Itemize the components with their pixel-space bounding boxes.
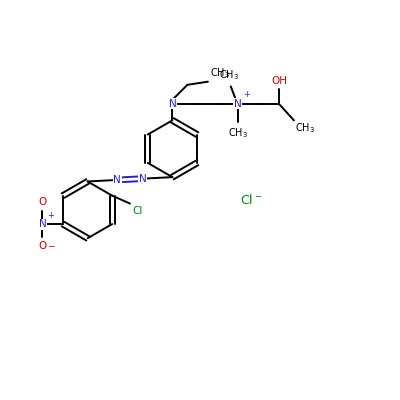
Text: O: O	[38, 198, 47, 208]
Text: N: N	[234, 99, 242, 109]
Text: CH$_3$: CH$_3$	[219, 68, 239, 82]
Text: O: O	[38, 242, 47, 252]
Text: Cl: Cl	[132, 206, 142, 216]
Text: N: N	[113, 175, 121, 185]
Text: N: N	[168, 99, 176, 109]
Text: CH$_3$: CH$_3$	[228, 127, 248, 140]
Text: CH$_3$: CH$_3$	[295, 122, 315, 135]
Text: −: −	[47, 242, 55, 250]
Text: N: N	[139, 174, 146, 184]
Text: N: N	[39, 219, 46, 229]
Text: +: +	[243, 90, 250, 99]
Text: Cl$^-$: Cl$^-$	[240, 193, 262, 207]
Text: CH$_3$: CH$_3$	[210, 67, 230, 80]
Text: OH: OH	[271, 76, 287, 86]
Text: +: +	[47, 211, 54, 220]
